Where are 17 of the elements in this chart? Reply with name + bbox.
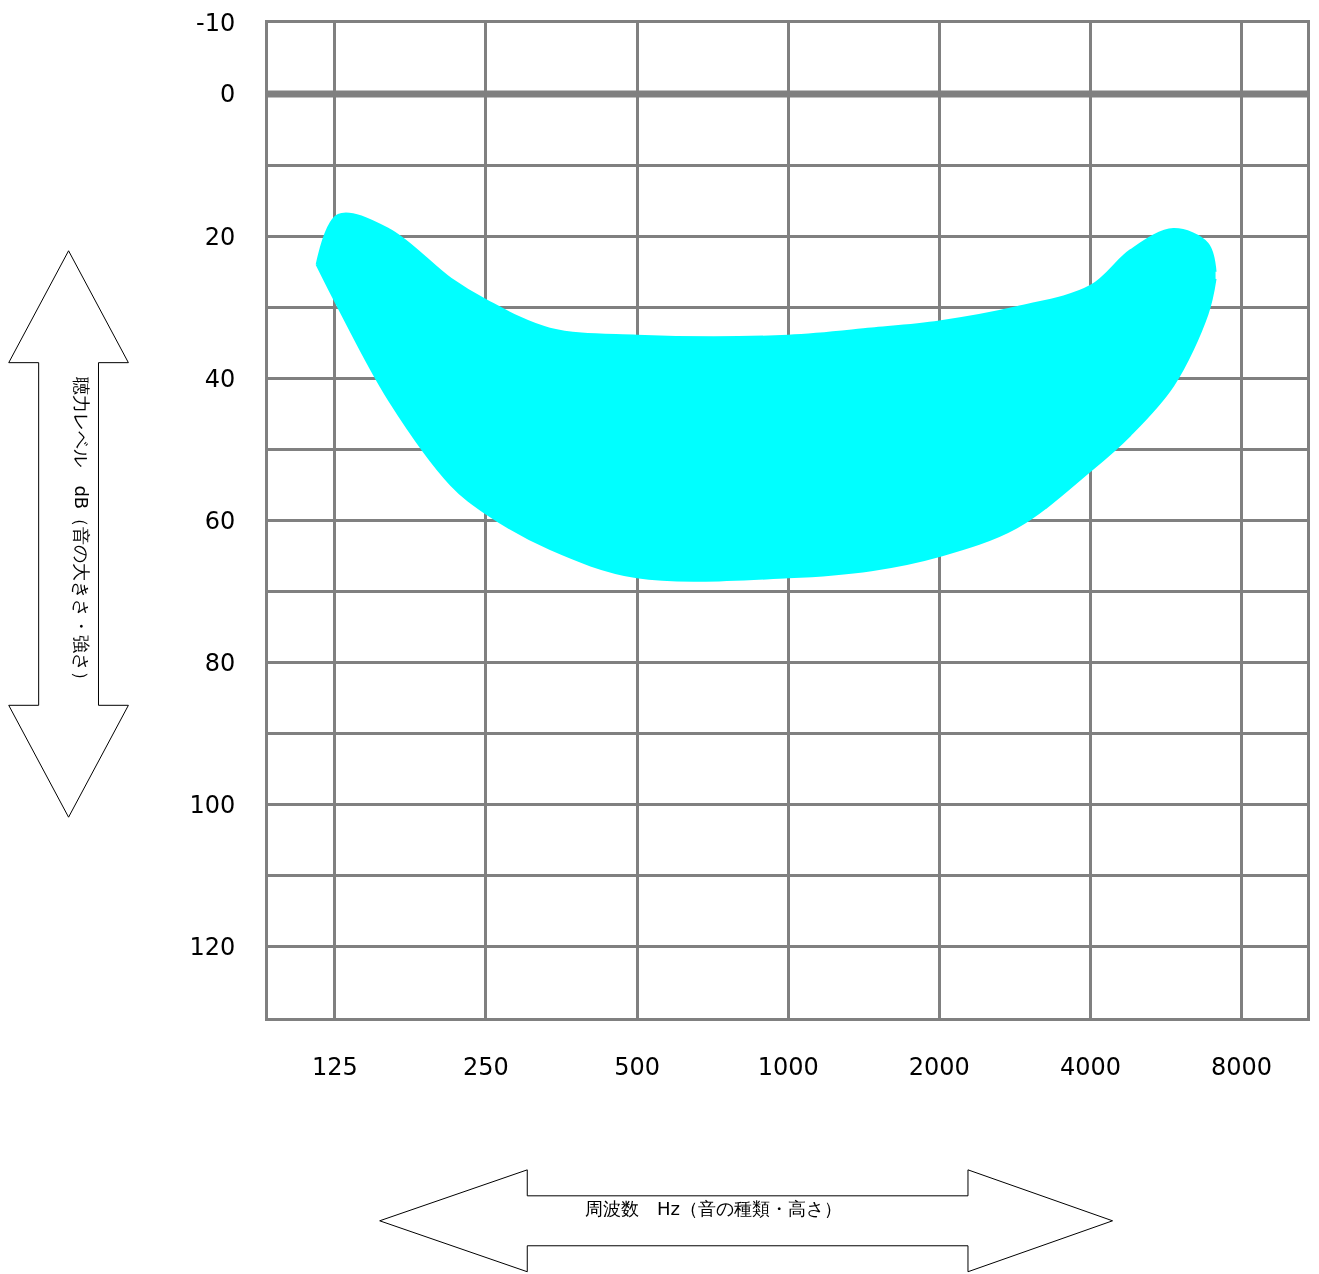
x-tick-label: 125 [311,1052,358,1081]
y-tick-label: 80 [204,649,236,678]
y-tick-label: 60 [204,506,236,535]
y-tick-label: 120 [189,933,236,962]
x-tick-label: 2000 [908,1052,970,1081]
text: 聴力レベル dB（音の大きさ・強さ） [70,377,92,690]
x-tick-label: 1000 [757,1052,819,1081]
y-tick-label: 40 [204,364,236,393]
y-tick-label: -10 [196,9,236,38]
y-tick-label: 0 [219,80,236,109]
x-tick-label: 8000 [1211,1052,1273,1081]
y-tick-label: 100 [189,791,236,820]
y-tick-label: 20 [204,222,236,251]
x-tick-label: 500 [614,1052,660,1081]
x-tick-label: 4000 [1059,1052,1121,1081]
text: 周波数 Hz（音の種類・高さ） [585,1198,842,1219]
x-tick-label: 250 [463,1052,509,1081]
